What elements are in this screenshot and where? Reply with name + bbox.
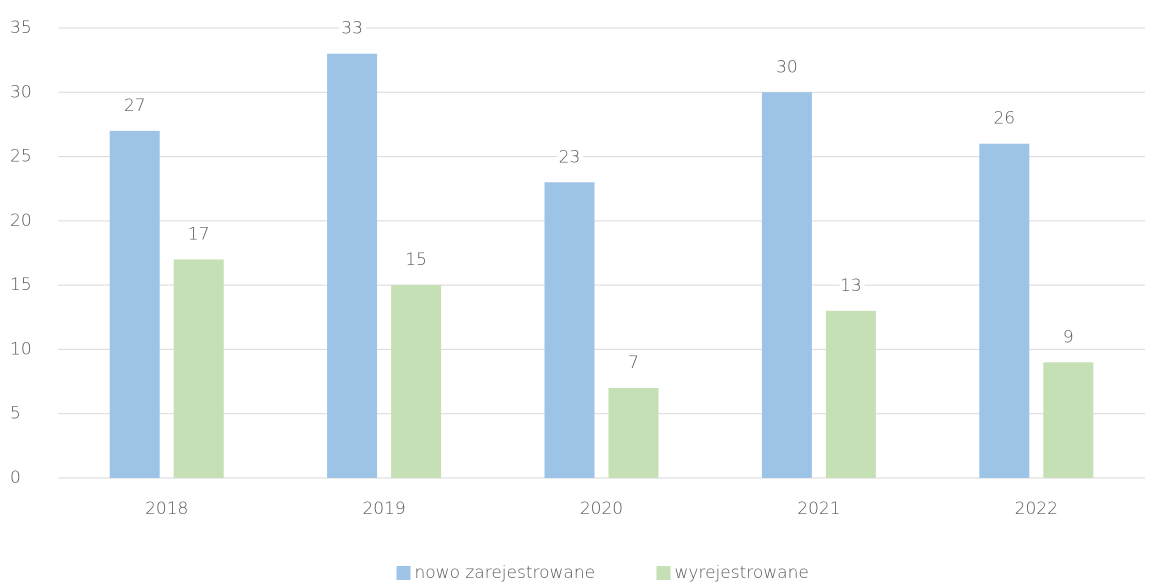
data-label: 23: [559, 147, 581, 167]
data-label: 7: [628, 353, 639, 373]
bar: [608, 388, 659, 478]
y-tick-label: 25: [10, 147, 32, 167]
y-tick-label: 10: [10, 339, 32, 359]
x-tick-label: 2018: [145, 499, 188, 519]
bar: [544, 182, 595, 479]
legend-label: wyrejestrowane: [675, 563, 809, 582]
bar: [173, 259, 224, 478]
y-tick-label: 30: [10, 82, 32, 102]
data-label: 30: [776, 57, 798, 77]
data-label: 27: [124, 96, 146, 116]
legend-swatch: [396, 566, 411, 580]
bar: [109, 130, 160, 478]
y-tick-label: 0: [10, 468, 21, 488]
data-label: 15: [405, 250, 427, 270]
legend-swatch: [656, 566, 671, 580]
y-tick-label: 20: [10, 211, 32, 231]
bar: [327, 53, 378, 478]
data-label: 26: [993, 109, 1015, 129]
legend-label: nowo zarejestrowane: [415, 563, 596, 582]
x-tick-label: 2019: [362, 499, 405, 519]
x-tick-label: 2021: [797, 499, 840, 519]
data-label: 9: [1063, 327, 1074, 347]
x-tick-label: 2022: [1015, 499, 1058, 519]
y-tick-label: 5: [10, 404, 21, 424]
bar: [761, 92, 812, 479]
bar: [1043, 362, 1094, 478]
bar: [825, 310, 876, 478]
data-label: 17: [188, 224, 210, 244]
y-tick-label: 15: [10, 275, 32, 295]
x-tick-label: 2020: [580, 499, 623, 519]
y-tick-label: 35: [10, 18, 32, 38]
bar: [979, 143, 1030, 478]
data-label: 13: [840, 276, 862, 296]
data-label: 33: [341, 19, 363, 39]
bar: [391, 285, 442, 478]
